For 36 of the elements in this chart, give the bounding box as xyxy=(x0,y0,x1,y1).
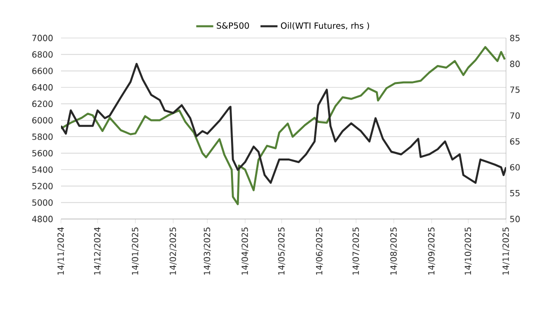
x-tick-label: 14/04/2025 xyxy=(242,228,249,275)
line-series xyxy=(61,46,506,206)
y2-tick-label: 85 xyxy=(510,34,520,42)
y2-tick-label: 80 xyxy=(510,60,520,68)
x-tick-label: 14/10/2025 xyxy=(464,228,472,275)
y2-tick-label: 65 xyxy=(510,138,520,145)
y2-tick-label: 75 xyxy=(510,86,520,93)
y-tick-label: 4800 xyxy=(32,216,53,222)
y-tick-label: 5400 xyxy=(32,166,53,173)
x-tick-label: 14/03/2025 xyxy=(204,228,211,275)
y-tick-label: 5800 xyxy=(32,134,53,140)
x-tick-label: 14/02/2025 xyxy=(170,228,177,275)
x-tick-label: 14/05/2025 xyxy=(278,228,286,275)
y-tick-label: 5200 xyxy=(32,182,53,190)
y2-tick-label: 60 xyxy=(510,164,520,170)
y-tick-label: 6600 xyxy=(32,68,53,74)
y-tick-label: 7000 xyxy=(32,34,53,42)
y-tick-label: 6000 xyxy=(32,117,53,124)
y2-tick-label: 55 xyxy=(510,190,520,196)
x-tick-label: 14/11/2025 xyxy=(502,228,510,275)
y-tick-label: 6400 xyxy=(32,84,53,91)
y2-tick-label: 50 xyxy=(510,216,520,222)
y-tick-label: 5600 xyxy=(32,150,53,156)
y2-tick-label: 70 xyxy=(510,112,520,119)
y-tick-label: 6800 xyxy=(32,51,53,58)
x-tick-label: 14/06/2025 xyxy=(316,228,323,275)
x-tick-label: 14/07/2025 xyxy=(352,228,360,275)
x-tick-label: 14/08/2025 xyxy=(390,228,398,275)
legend-label: S&P500 xyxy=(216,22,249,29)
x-tick-label: 14/12/2024 xyxy=(94,227,102,275)
x-tick-label: 14/09/2025 xyxy=(428,228,436,275)
y-tick-label: 6200 xyxy=(32,100,53,108)
legend-label: Oil(WTI Futures, rhs ) xyxy=(280,22,370,30)
x-tick-label: 14/11/2024 xyxy=(57,227,65,275)
y-tick-label: 5000 xyxy=(32,199,53,206)
x-tick-label: 14/01/2025 xyxy=(132,228,139,275)
